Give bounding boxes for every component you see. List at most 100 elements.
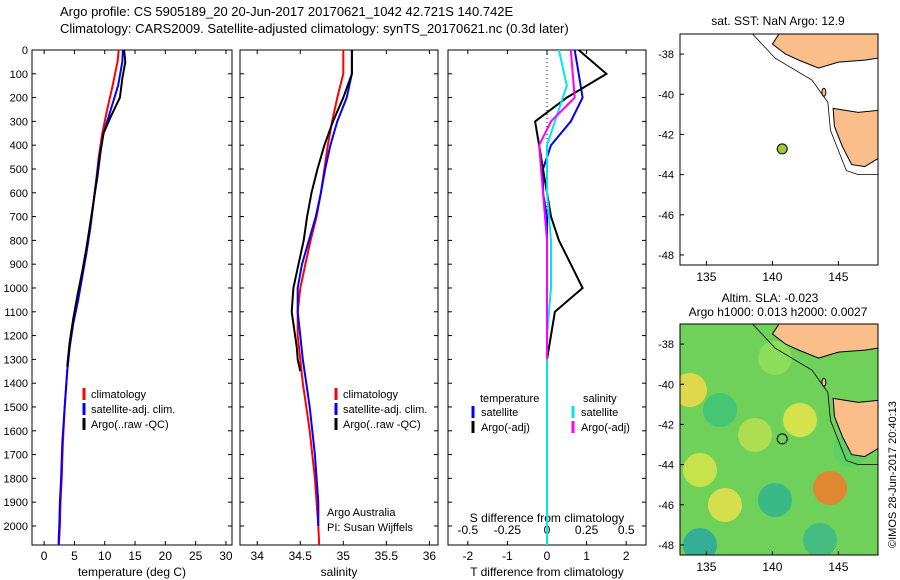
heatmap-cell bbox=[738, 418, 772, 452]
map-y-tick-label: -46 bbox=[658, 500, 674, 512]
y-tick-label: 800 bbox=[10, 235, 28, 247]
s-tick-label: 0.5 bbox=[618, 523, 635, 537]
map-inner bbox=[752, 34, 878, 176]
heatmap-cell bbox=[758, 341, 792, 375]
map-x-tick-label: 135 bbox=[696, 270, 716, 284]
map-y-tick-label: -48 bbox=[658, 540, 674, 552]
legend-label: Argo(..raw -QC) bbox=[91, 419, 169, 431]
y-tick-label: 1900 bbox=[4, 497, 28, 509]
x-tick-label: -1 bbox=[502, 549, 513, 563]
x-tick-label: 0 bbox=[41, 549, 48, 563]
x-tick-label: 30 bbox=[219, 549, 233, 563]
x-axis-label: temperature (deg C) bbox=[78, 565, 186, 579]
x-tick-label: 0 bbox=[544, 549, 551, 563]
map-subtitle: Argo h1000: 0.013 h2000: 0.0027 bbox=[689, 305, 868, 319]
y-tick-label: 1100 bbox=[4, 307, 28, 319]
legend-label: satellite-adj. clim. bbox=[343, 404, 427, 416]
legend-label: satellite-adj. clim. bbox=[91, 404, 175, 416]
x-tick-label: 35 bbox=[337, 549, 351, 563]
x-tick-label: 1 bbox=[583, 549, 590, 563]
plot-frame-1 bbox=[239, 49, 439, 546]
y-tick-label: 1200 bbox=[4, 331, 28, 343]
map-x-tick-label: 145 bbox=[828, 560, 848, 574]
map-x-tick-label: 135 bbox=[696, 560, 716, 574]
map-x-tick-label: 140 bbox=[762, 270, 782, 284]
map-frame bbox=[679, 323, 879, 556]
y-tick-label: 500 bbox=[10, 164, 28, 176]
map-y-tick-label: -44 bbox=[658, 170, 674, 182]
map-inner bbox=[680, 324, 878, 555]
heatmap-cell bbox=[703, 393, 737, 427]
legend-group-label: salinity bbox=[583, 393, 617, 405]
map-x-tick-label: 145 bbox=[828, 270, 848, 284]
y-tick-label: 1500 bbox=[4, 402, 28, 414]
x-tick-label: -2 bbox=[462, 549, 473, 563]
series-line bbox=[57, 49, 124, 545]
x-tick-label: 15 bbox=[128, 549, 142, 563]
heatmap-cell bbox=[708, 488, 742, 522]
map-y-tick-label: -46 bbox=[658, 210, 674, 222]
x-tick-label: 5 bbox=[71, 549, 78, 563]
legend-label: Argo(-adj) bbox=[581, 422, 630, 434]
x-tick-label: 34.5 bbox=[289, 549, 313, 563]
map-y-tick-label: -38 bbox=[658, 49, 674, 61]
series-line bbox=[538, 49, 576, 360]
shelf-contour bbox=[752, 324, 878, 466]
y-tick-label: 900 bbox=[10, 259, 28, 271]
map-x-tick-label: 140 bbox=[762, 560, 782, 574]
s-tick-label: -0.25 bbox=[494, 523, 522, 537]
argo-float-marker bbox=[776, 433, 788, 445]
header-line2: Climatology: CARS2009. Satellite-adjuste… bbox=[60, 21, 569, 36]
y-tick-label: 100 bbox=[10, 69, 28, 81]
argo-float-marker bbox=[776, 143, 788, 155]
heatmap-cell bbox=[683, 528, 717, 555]
y-tick-label: 1400 bbox=[4, 378, 28, 390]
plot-frame-0 bbox=[31, 49, 233, 546]
legend-label: satellite bbox=[481, 407, 518, 419]
series-line bbox=[296, 50, 345, 546]
x-tick-label: 25 bbox=[189, 549, 203, 563]
annotation-text: PI: Susan Wijffels bbox=[327, 522, 413, 534]
x-tick-label: 2 bbox=[623, 549, 630, 563]
y-tick-label: 1000 bbox=[4, 283, 28, 295]
map-group-4 bbox=[679, 323, 879, 556]
map-y-tick-label: -40 bbox=[658, 379, 674, 391]
legend-label: Argo(..raw -QC) bbox=[343, 419, 421, 431]
x-tick-label: 35.5 bbox=[375, 549, 399, 563]
heatmap-cell bbox=[803, 523, 837, 555]
map-title: sat. SST: NaN Argo: 12.9 bbox=[711, 14, 845, 28]
shelf-contour bbox=[752, 34, 878, 176]
heatmap-cell bbox=[680, 373, 707, 407]
map-y-tick-label: -44 bbox=[658, 460, 674, 472]
y-tick-label: 1800 bbox=[4, 473, 28, 485]
heatmap-cell bbox=[683, 453, 717, 487]
map-y-tick-label: -48 bbox=[658, 250, 674, 262]
s-tick-label: 0.25 bbox=[575, 523, 599, 537]
map-frame bbox=[679, 33, 879, 266]
map-y-tick-label: -38 bbox=[658, 339, 674, 351]
land-mainland bbox=[771, 324, 878, 359]
x-tick-label: 36 bbox=[423, 549, 437, 563]
series-line bbox=[57, 49, 120, 546]
map-y-tick-label: -40 bbox=[658, 89, 674, 101]
legend-label: climatology bbox=[91, 389, 147, 401]
y-tick-label: 700 bbox=[10, 212, 28, 224]
heatmap-cell bbox=[783, 403, 817, 437]
series-line bbox=[296, 50, 353, 526]
land-mainland bbox=[771, 34, 878, 69]
series-line bbox=[66, 49, 127, 367]
y-tick-label: 400 bbox=[10, 140, 28, 152]
land-tasmania bbox=[832, 397, 878, 458]
heatmap-cell bbox=[813, 471, 847, 505]
legend-label: Argo(-adj) bbox=[481, 422, 530, 434]
y-tick-label: 1700 bbox=[4, 450, 28, 462]
map-title: Altim. SLA: -0.023 bbox=[722, 291, 819, 305]
heatmap-cell bbox=[758, 483, 792, 517]
y-tick-label: 1300 bbox=[4, 354, 28, 366]
map-group-3 bbox=[679, 33, 879, 266]
y-tick-label: 2000 bbox=[4, 521, 28, 533]
s-tick-label: -0.5 bbox=[457, 523, 478, 537]
x-axis-label: T difference from climatology bbox=[470, 565, 624, 579]
map-y-tick-label: -42 bbox=[658, 419, 674, 431]
